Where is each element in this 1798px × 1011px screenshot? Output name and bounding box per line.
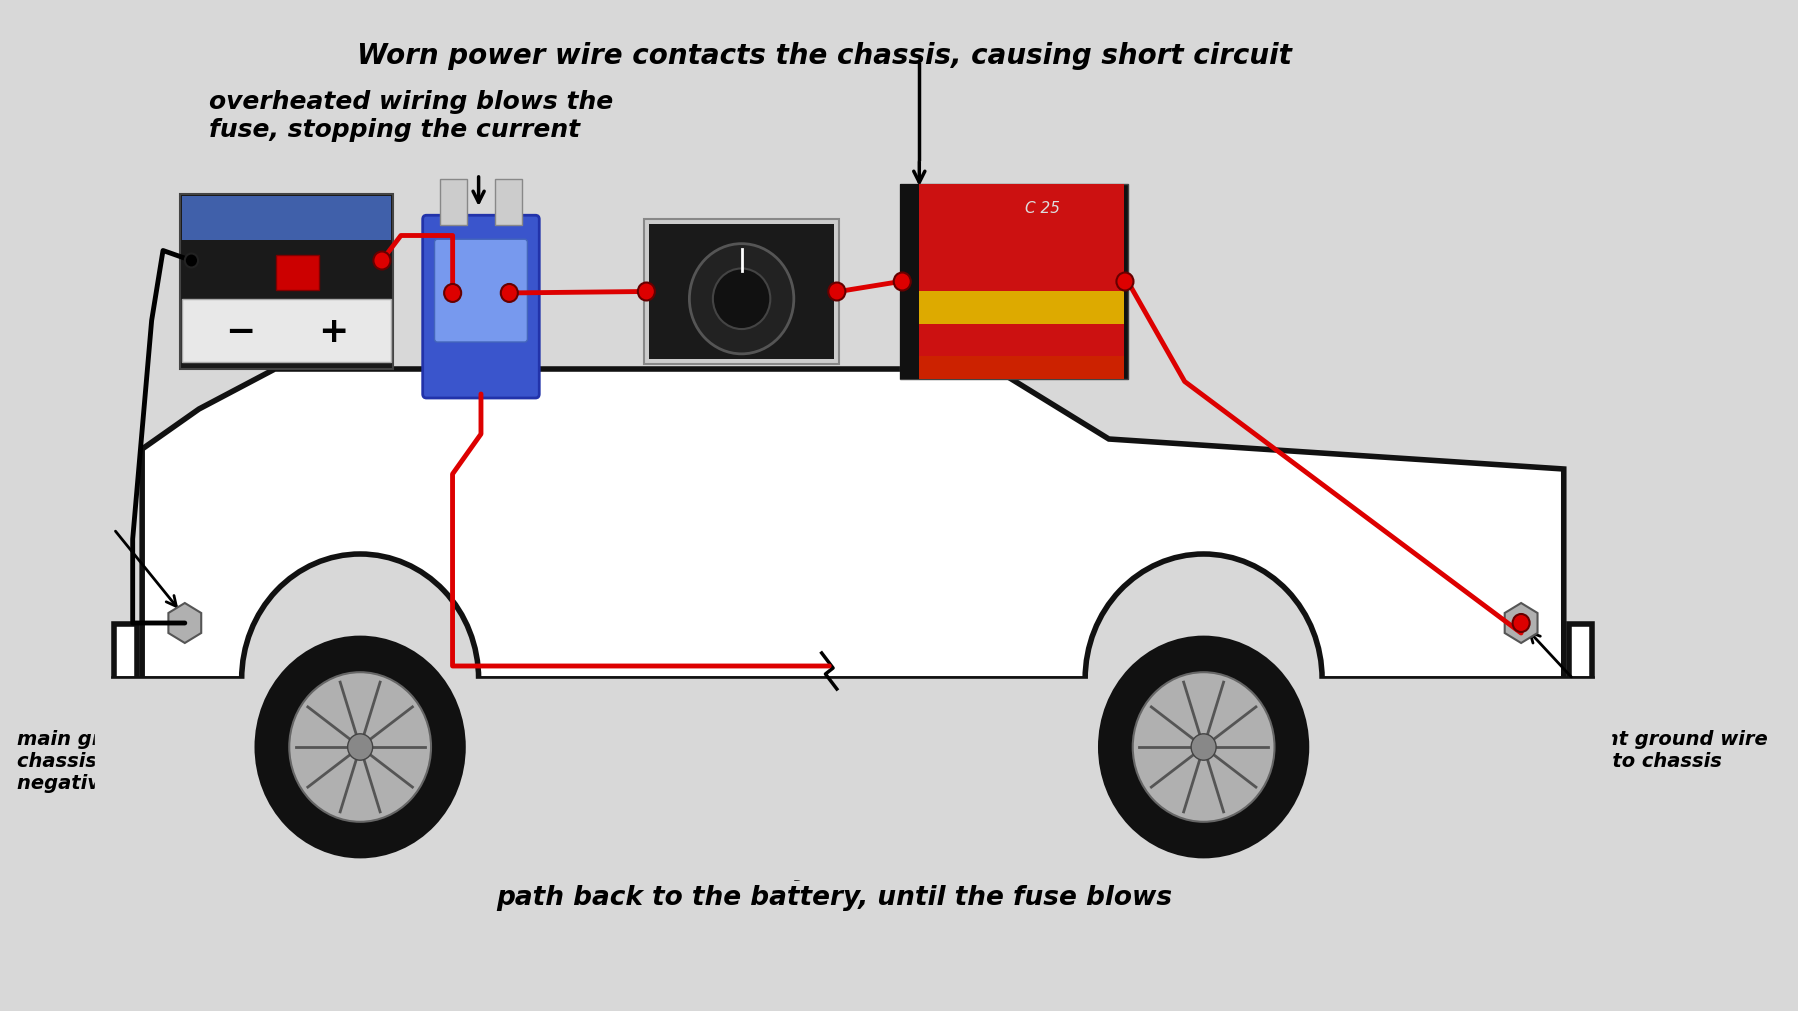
Polygon shape — [142, 370, 1562, 679]
Circle shape — [638, 283, 654, 301]
Text: tail light ground wire
bolted to chassis: tail light ground wire bolted to chassis — [1534, 729, 1767, 770]
Circle shape — [689, 245, 793, 355]
Bar — [644, 219, 838, 365]
FancyBboxPatch shape — [423, 216, 539, 398]
Bar — [904, 356, 1124, 379]
Circle shape — [289, 672, 432, 822]
Text: main ground wire from
chassis bolt to battery
negative terminal: main ground wire from chassis bolt to ba… — [16, 729, 270, 793]
Polygon shape — [113, 625, 137, 679]
Circle shape — [894, 273, 910, 291]
Circle shape — [500, 285, 518, 302]
Bar — [439, 180, 466, 225]
Bar — [904, 244, 1124, 292]
Circle shape — [255, 637, 464, 857]
Text: −: − — [225, 314, 255, 348]
Bar — [904, 292, 1124, 326]
Circle shape — [1190, 734, 1215, 760]
Circle shape — [1084, 554, 1322, 804]
Text: return current briefly follows the short circuit
path back to the battery, until: return current briefly follows the short… — [493, 854, 1174, 910]
Bar — [494, 180, 521, 225]
Polygon shape — [169, 604, 201, 643]
Bar — [904, 326, 1124, 356]
Text: Worn power wire contacts the chassis, causing short circuit: Worn power wire contacts the chassis, ca… — [356, 42, 1291, 70]
Text: C 25: C 25 — [1025, 200, 1059, 215]
Circle shape — [374, 253, 390, 270]
Bar — [182, 197, 392, 241]
Circle shape — [1512, 615, 1528, 632]
Text: overheated wiring blows the
fuse, stopping the current: overheated wiring blows the fuse, stoppi… — [209, 90, 613, 142]
Bar — [180, 195, 394, 370]
Circle shape — [712, 269, 770, 330]
Bar — [899, 185, 919, 379]
FancyBboxPatch shape — [435, 240, 527, 343]
Circle shape — [1117, 273, 1133, 291]
Bar — [182, 299, 392, 363]
Polygon shape — [1503, 604, 1537, 643]
Bar — [649, 224, 834, 360]
Circle shape — [241, 554, 478, 804]
Bar — [275, 256, 318, 291]
Circle shape — [1099, 637, 1307, 857]
Circle shape — [1133, 672, 1273, 822]
Circle shape — [444, 285, 460, 302]
Bar — [899, 185, 1127, 379]
Text: +: + — [318, 314, 349, 348]
Polygon shape — [1568, 625, 1591, 679]
Circle shape — [827, 283, 845, 301]
Bar — [904, 185, 1124, 244]
Circle shape — [185, 254, 198, 268]
Circle shape — [347, 734, 372, 760]
